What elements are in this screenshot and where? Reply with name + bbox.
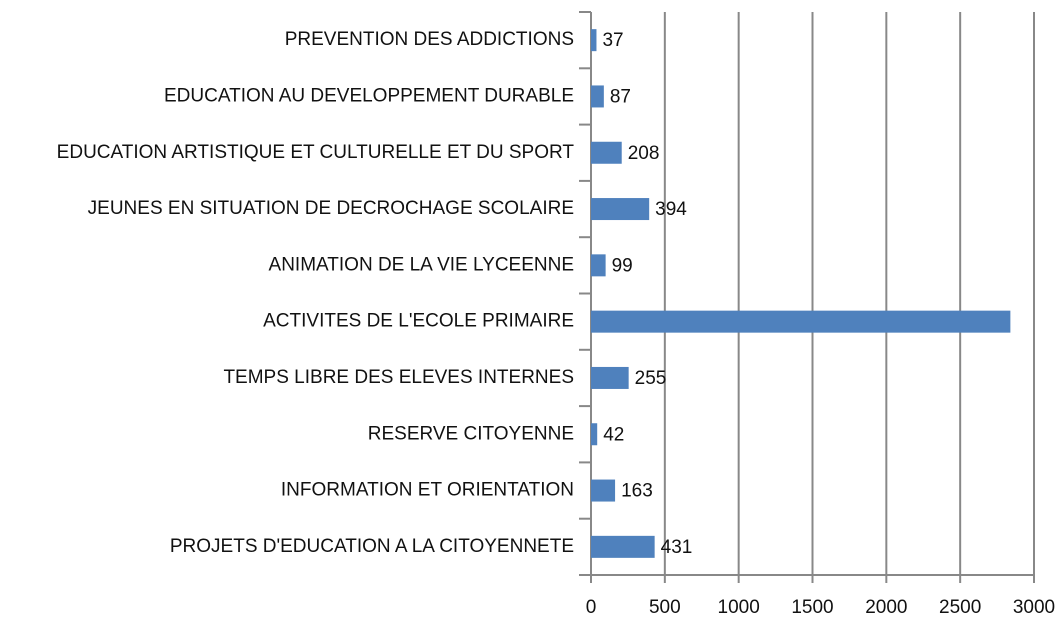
- y-tick-label: PREVENTION DES ADDICTIONS: [285, 29, 574, 50]
- x-tick-label: 2500: [939, 597, 981, 618]
- bar: [591, 198, 650, 221]
- data-label: 431: [661, 537, 693, 558]
- y-tick-label: JEUNES EN SITUATION DE DECROCHAGE SCOLAI…: [88, 198, 574, 219]
- y-tick-label: TEMPS LIBRE DES ELEVES INTERNES: [223, 367, 574, 388]
- bar: [591, 535, 655, 558]
- bar: [591, 423, 598, 446]
- bar: [591, 310, 1011, 333]
- y-tick-label: RESERVE CITOYENNE: [368, 423, 574, 444]
- y-tick-label: ACTIVITES DE L'ECOLE PRIMAIRE: [263, 311, 574, 332]
- x-tick-label: 1000: [718, 597, 760, 618]
- bar: [591, 85, 604, 108]
- x-tick-label: 0: [586, 597, 597, 618]
- bar: [591, 141, 622, 164]
- y-tick-label: INFORMATION ET ORIENTATION: [281, 480, 574, 501]
- data-label: 255: [635, 368, 667, 389]
- data-label: 37: [602, 30, 623, 51]
- y-tick-label: PROJETS D'EDUCATION A LA CITOYENNETE: [170, 536, 574, 557]
- y-tick-label: EDUCATION AU DEVELOPPEMENT DURABLE: [164, 85, 574, 106]
- x-tick-label: 3000: [1013, 597, 1055, 618]
- data-label: 87: [610, 86, 631, 107]
- data-label: 394: [655, 199, 687, 220]
- data-label: 99: [612, 255, 633, 276]
- x-tick-label: 500: [649, 597, 681, 618]
- x-tick-label: 1500: [791, 597, 833, 618]
- bar: [591, 366, 629, 389]
- bar: [591, 479, 616, 502]
- data-label: 163: [621, 481, 653, 502]
- y-tick-label: EDUCATION ARTISTIQUE ET CULTURELLE ET DU…: [57, 142, 575, 163]
- data-label: 208: [628, 143, 660, 164]
- x-tick-label: 2000: [865, 597, 907, 618]
- y-tick-label: ANIMATION DE LA VIE LYCEENNE: [269, 254, 574, 275]
- bar: [591, 254, 606, 277]
- data-label: 42: [603, 424, 624, 445]
- bar: [591, 29, 597, 52]
